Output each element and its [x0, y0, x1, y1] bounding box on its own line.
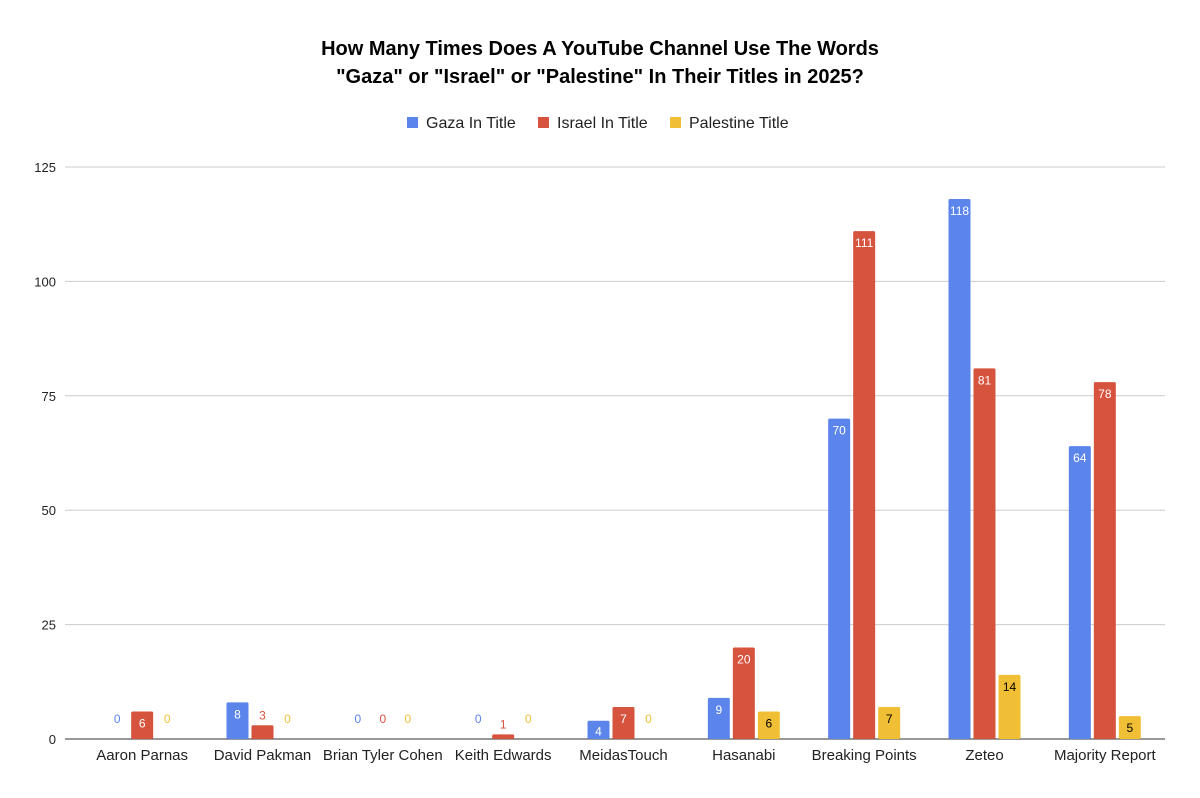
data-label: 70: [832, 424, 846, 438]
data-label: 6: [765, 717, 772, 731]
data-label: 4: [595, 725, 602, 739]
data-label: 0: [379, 712, 386, 726]
data-label: 0: [525, 712, 532, 726]
x-tick-label: Breaking Points: [812, 747, 917, 764]
y-tick-label: 0: [49, 732, 56, 747]
data-label: 7: [620, 712, 627, 726]
y-tick-label: 50: [42, 503, 56, 518]
data-label: 14: [1003, 680, 1017, 694]
data-label: 9: [715, 703, 722, 717]
y-tick-label: 25: [42, 618, 56, 633]
data-label: 0: [284, 712, 291, 726]
bar-gaza-in-title: [1068, 446, 1091, 739]
bar-gaza-in-title: [828, 418, 851, 739]
data-label: 0: [404, 712, 411, 726]
x-tick-label: Aaron Parnas: [96, 747, 188, 764]
bar-israel-in-title: [612, 706, 635, 739]
data-label: 0: [164, 712, 171, 726]
bar-israel-in-title: [973, 368, 996, 739]
bar-israel-in-title: [1093, 382, 1116, 739]
data-label: 0: [475, 712, 482, 726]
bar-gaza-in-title: [226, 702, 249, 739]
bar-palestine-title: [757, 711, 780, 739]
gridlines: [65, 166, 1165, 740]
legend: Gaza In Title Israel In Title Palestine Ti…: [407, 115, 789, 132]
bar-palestine-title: [998, 674, 1021, 739]
bar-palestine-title: [1118, 716, 1141, 739]
x-tick-label: Hasanabi: [712, 747, 775, 764]
legend-label: Israel In Title: [557, 115, 648, 132]
data-label: 1: [500, 717, 507, 731]
x-tick-label: MeidasTouch: [579, 747, 667, 764]
bar-israel-in-title: [251, 725, 274, 739]
data-label: 111: [855, 236, 874, 250]
data-label: 3: [259, 708, 266, 722]
data-label: 78: [1098, 387, 1112, 401]
y-axis: 0 25 50 75 100 125: [34, 160, 56, 747]
data-label: 81: [978, 373, 992, 387]
chart-subtitle: "Gaza" or "Israel" or "Palestine" In The…: [336, 66, 864, 88]
legend-label: Palestine Title: [689, 115, 789, 132]
x-tick-label: Brian Tyler Cohen: [323, 747, 443, 764]
data-label: 118: [950, 204, 969, 218]
x-axis: Aaron Parnas David Pakman Brian Tyler Cohe…: [96, 747, 1156, 764]
data-label: 0: [114, 712, 121, 726]
data-label: 5: [1126, 721, 1133, 735]
bar-gaza-in-title: [587, 720, 610, 739]
data-label: 8: [234, 707, 241, 721]
data-label: 0: [354, 712, 361, 726]
legend-swatch: [538, 117, 549, 128]
bar-palestine-title: [878, 706, 901, 739]
bar-israel-in-title: [732, 647, 755, 739]
bar-gaza-in-title: [707, 697, 730, 739]
data-label: 64: [1073, 451, 1087, 465]
bar-israel-in-title: [492, 734, 515, 739]
x-tick-label: Keith Edwards: [455, 747, 552, 764]
chart-title: How Many Times Does A YouTube Channel Us…: [321, 38, 879, 60]
legend-label: Gaza In Title: [426, 115, 516, 132]
bar-israel-in-title: [131, 711, 154, 739]
y-tick-label: 100: [34, 274, 56, 289]
bar-israel-in-title: [853, 231, 876, 739]
y-tick-label: 125: [34, 160, 56, 175]
data-label: 7: [886, 712, 893, 726]
x-tick-label: Majority Report: [1054, 747, 1157, 764]
legend-swatch: [670, 117, 681, 128]
data-label: 0: [645, 712, 652, 726]
y-tick-label: 75: [42, 389, 56, 404]
legend-swatch: [407, 117, 418, 128]
bar-gaza-in-title: [948, 199, 971, 740]
x-tick-label: David Pakman: [214, 747, 312, 764]
data-label: 6: [139, 717, 146, 731]
data-label: 20: [737, 652, 751, 666]
x-tick-label: Zeteo: [965, 747, 1003, 764]
